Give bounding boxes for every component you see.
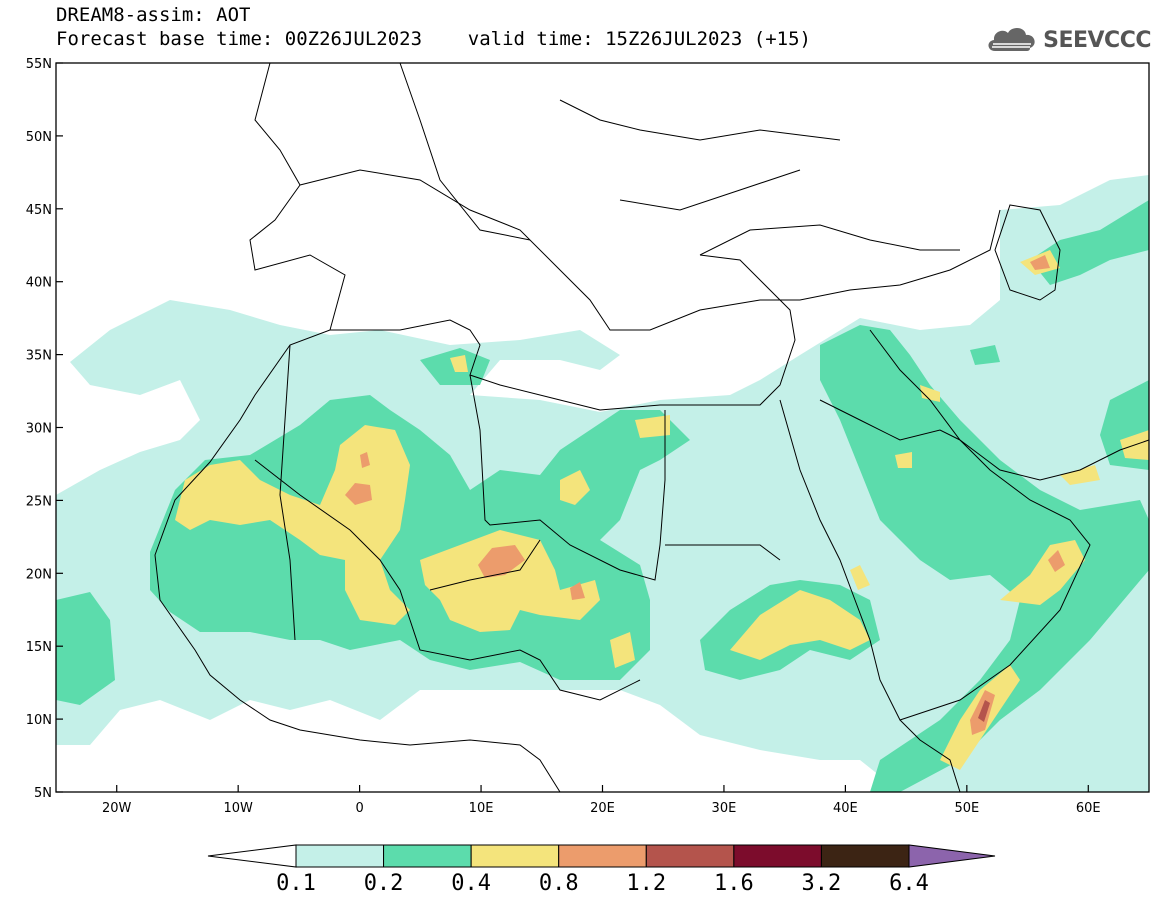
colorbar-label: 1.2 [626, 871, 666, 896]
border-2 [254, 459, 411, 621]
colorbar-box [470, 844, 560, 868]
colorbar-box [820, 844, 910, 868]
coastlines-borders [154, 63, 1149, 792]
colorbar-label: 3.2 [802, 871, 842, 896]
lat-tick-label: 35N [26, 349, 52, 364]
colorbar-left-arrow [207, 844, 297, 868]
lat-tick-label: 25N [26, 494, 52, 509]
border-1 [279, 344, 296, 641]
lat-tick-label: 20N [26, 567, 52, 582]
colorbar: 0.1 0.2 0.4 0.8 1.2 1.6 3.2 6.4 [207, 844, 996, 896]
caspian-sea-coast [994, 204, 1061, 301]
border-6 [819, 399, 961, 441]
lat-tick-label: 5N [34, 786, 52, 801]
lat-tick-label: 40N [26, 276, 52, 291]
mediterranean-coast [299, 169, 1001, 331]
lon-tick-label: 20E [590, 801, 615, 816]
border-5 [665, 544, 781, 561]
lat-tick-label: 55N [26, 57, 52, 72]
lat-tick-label: 30N [26, 422, 52, 437]
colorbar-right-arrow [908, 844, 996, 868]
europe-borders [399, 63, 841, 241]
map-title: DREAM8-assim: AOT [56, 4, 251, 26]
colorbar-label: 0.1 [276, 871, 316, 896]
aot-level-1.2 [978, 700, 990, 722]
colorbar-box [558, 844, 647, 868]
border-4 [409, 619, 641, 701]
black-sea-coast [699, 224, 960, 256]
colorbar-labels: 0.1 0.2 0.4 0.8 1.2 1.6 3.2 6.4 [276, 871, 929, 896]
colorbar-label: 0.2 [364, 871, 404, 896]
colorbar-box [383, 844, 472, 868]
colorbar-boxes [295, 844, 910, 868]
lat-tick-label: 50N [26, 130, 52, 145]
cloud-icon [988, 27, 1035, 51]
horn-of-africa-coast [899, 719, 961, 792]
lon-tick-label: 40E [833, 801, 858, 816]
lat-tick-label: 15N [26, 640, 52, 655]
lon-tick-label: 30E [712, 801, 737, 816]
lon-tick-label: 10W [223, 801, 253, 816]
lon-tick-label: 60E [1076, 801, 1101, 816]
lon-tick-label: 50E [954, 801, 979, 816]
colorbar-label: 1.6 [714, 871, 754, 896]
lat-tick-label: 45N [26, 203, 52, 218]
axis-ticks: 5N 10N 15N 20N 25N 30N 35N 40N 45N 50N 55N 20W 10W 0 1… [26, 57, 1101, 816]
logo-text: SEEVCCC [1043, 27, 1151, 53]
colorbar-box [295, 844, 385, 868]
seevccc-logo: SEEVCCC [985, 20, 1151, 60]
north-africa-coast [330, 254, 796, 411]
border-3 [469, 374, 666, 581]
forecast-time-info: Forecast base time: 00Z26JUL2023 valid t… [56, 28, 811, 50]
west-africa-coast [154, 63, 561, 792]
lon-tick-label: 0 [355, 801, 363, 816]
aot-level-0.4 [175, 250, 1149, 770]
colorbar-label: 0.8 [539, 871, 579, 896]
aot-field [56, 175, 1149, 792]
colorbar-box [645, 844, 735, 868]
lat-tick-label: 10N [26, 713, 52, 728]
persian-gulf-coast [959, 439, 1149, 481]
lon-tick-label: 20W [102, 801, 132, 816]
colorbar-label: 0.4 [451, 871, 491, 896]
colorbar-label: 6.4 [889, 871, 929, 896]
colorbar-box [733, 844, 822, 868]
lon-tick-label: 10E [469, 801, 494, 816]
border-7 [429, 539, 541, 591]
